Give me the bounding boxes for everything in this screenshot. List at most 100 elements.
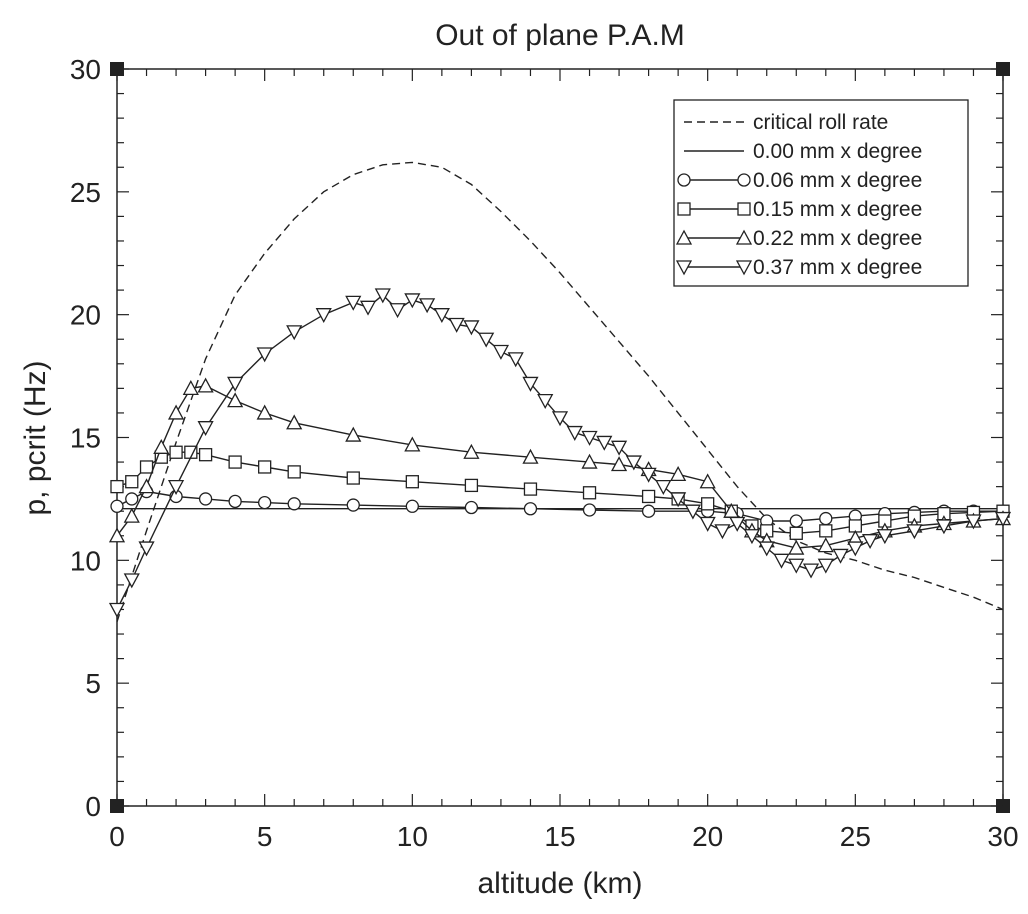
data-point [169,445,183,459]
data-point [286,414,303,430]
y-tick-label: 15 [70,423,101,454]
legend-label: critical roll rate [753,111,888,134]
data-point [788,539,805,555]
y-tick-label: 25 [70,177,101,208]
data-point [227,376,244,392]
x-tick-label: 5 [257,821,273,852]
legend-label: 0.06 mm x degree [753,169,922,192]
data-point [802,563,820,579]
series-4 [108,377,1012,555]
x-tick-label: 15 [544,821,575,852]
y-tick-label: 5 [85,668,101,699]
series-5 [108,288,1012,618]
data-point [405,475,419,489]
data-point [581,453,598,469]
data-point [153,438,170,454]
x-tick-label: 20 [692,821,723,852]
legend-label: 0.00 mm x degree [753,140,922,163]
data-point [965,514,982,530]
data-point [699,516,716,532]
data-point [123,573,140,589]
data-point [876,529,893,545]
legend-box [673,99,969,287]
data-point [110,479,124,494]
data-point [287,497,301,511]
data-point [701,497,715,511]
data-point [448,317,465,333]
data-point [596,435,613,451]
data-point [641,504,656,518]
data-point [582,503,597,517]
y-tick-label: 0 [85,791,101,822]
data-point [464,500,479,515]
data-point [404,436,421,452]
data-point [699,473,716,489]
data-point [819,524,833,538]
data-point [862,534,879,550]
data-point [463,443,480,459]
data-point [463,320,480,336]
data-point [123,507,140,523]
data-point [258,495,272,510]
data-point [198,448,213,462]
data-point [507,352,524,368]
data-point [670,492,687,508]
data-point [641,489,656,504]
data-point [832,548,849,564]
data-point [139,460,154,474]
axes-frame: 0 5 10 15 20 25 30 0 5 10 15 20 25 30 [70,54,1019,852]
data-point [819,511,833,526]
data-point [714,524,731,540]
data-point [789,514,803,528]
data-point [610,440,628,456]
legend-marker [675,260,693,276]
data-point [227,392,244,408]
series-line [116,451,1004,535]
legend-label: 0.37 mm x degree [753,256,922,279]
data-point [773,553,790,569]
y-axis-title: p, pcrit (Hz) [19,360,52,515]
data-point [108,527,126,543]
data-point [110,499,124,513]
legend: critical roll rate 0.00 mm x degree 0.06 m… [673,99,969,287]
x-tick-label: 25 [840,821,871,852]
series-2 [110,484,1010,528]
data-point [167,404,185,420]
data-point [729,516,746,532]
legend-marker [735,229,753,245]
data-point [345,426,362,442]
data-point [935,519,953,535]
data-point [788,558,805,574]
data-point [405,499,419,513]
series-line [116,490,1003,522]
data-point [743,529,761,545]
series-0 [116,161,1004,623]
data-point [346,471,360,485]
data-point [198,492,213,506]
data-point [138,541,155,557]
data-point [389,303,406,319]
data-point [847,541,864,557]
data-point [374,288,391,304]
data-point [537,393,554,410]
data-point [670,465,687,482]
data-point [256,347,273,363]
data-point [182,379,199,396]
x-tick-label: 30 [987,821,1018,852]
chart-title: Out of plane P.A.M [435,19,685,52]
data-point [582,486,597,500]
data-point [345,295,362,311]
x-axis-title: altitude (km) [477,867,642,900]
series-line [116,294,1004,610]
data-point [419,298,436,314]
data-point [523,502,538,516]
data-point [167,479,185,496]
data-point [478,332,495,348]
data-point [684,504,701,520]
data-point [138,478,155,494]
data-point [566,425,583,441]
legend-marker [737,173,751,187]
x-tick-label: 10 [397,821,428,852]
data-point [125,475,139,489]
